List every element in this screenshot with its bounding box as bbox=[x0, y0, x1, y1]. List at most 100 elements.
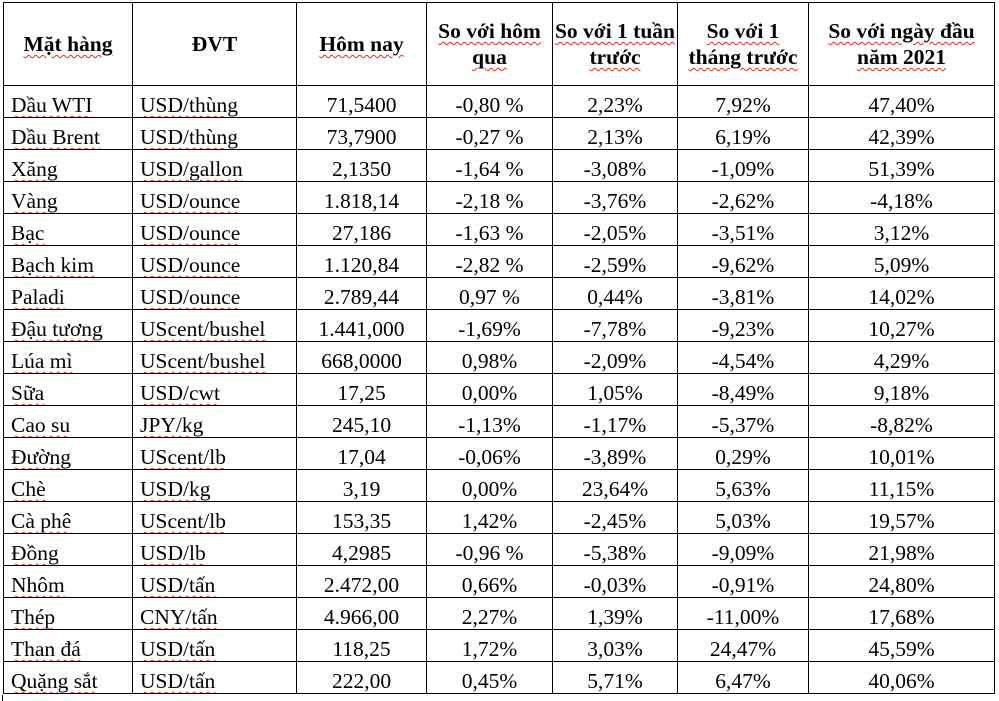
vs-year-start-cell: 10,27% bbox=[808, 309, 995, 342]
table-row: Lúa mì UScent/bushel 668,0000 0,98% -2,09% -4… bbox=[3, 341, 995, 374]
commodity-cell: Đường bbox=[3, 437, 133, 470]
vs-week-cell: -1,17% bbox=[552, 405, 678, 438]
vs-month-cell: -4,54% bbox=[677, 341, 809, 374]
commodity-cell: Cao su bbox=[3, 405, 133, 438]
today-cell: 668,0000 bbox=[296, 341, 427, 374]
vs-month-cell: -2,62% bbox=[677, 181, 809, 214]
vs-month-cell: -5,37% bbox=[677, 405, 809, 438]
vs-yesterday-cell: -0,27 % bbox=[426, 117, 553, 150]
commodity-cell: Sữa bbox=[3, 373, 133, 406]
unit-cell: USD/ounce bbox=[132, 181, 297, 214]
commodity-cell: Cà phê bbox=[3, 501, 133, 534]
commodity-cell: Thép bbox=[3, 597, 133, 630]
vs-week-cell: 3,03% bbox=[552, 629, 678, 662]
commodity-cell: Dầu Brent bbox=[3, 117, 133, 150]
vs-year-start-cell: 14,02% bbox=[808, 277, 995, 310]
table-row: Dầu Brent USD/thùng 73,7900 -0,27 % 2,13% 6,1… bbox=[3, 117, 995, 150]
commodity-cell: Vàng bbox=[3, 181, 133, 214]
vs-week-cell: -7,78% bbox=[552, 309, 678, 342]
unit-cell: UScent/lb bbox=[132, 437, 297, 470]
vs-yesterday-cell: 2,27% bbox=[426, 597, 553, 630]
vs-yesterday-cell: -1,13% bbox=[426, 405, 553, 438]
unit-cell: USD/lb bbox=[132, 533, 297, 566]
unit-cell: USD/tấn bbox=[132, 661, 297, 694]
vs-yesterday-cell: -2,82 % bbox=[426, 245, 553, 278]
vs-week-cell: 2,13% bbox=[552, 117, 678, 150]
commodity-cell: Quặng sắt bbox=[3, 661, 133, 694]
vs-year-start-cell: 9,18% bbox=[808, 373, 995, 406]
unit-cell: USD/tấn bbox=[132, 565, 297, 598]
commodity-cell: Dầu WTI bbox=[3, 85, 133, 118]
header-commodity: Mặt hàng bbox=[3, 2, 133, 86]
today-cell: 73,7900 bbox=[296, 117, 427, 150]
vs-year-start-cell: 24,80% bbox=[808, 565, 995, 598]
commodity-price-table: Mặt hàng ĐVT Hôm nay So với hôm qua So v… bbox=[3, 2, 995, 694]
vs-year-start-cell: 45,59% bbox=[808, 629, 995, 662]
vs-yesterday-cell: 0,00% bbox=[426, 469, 553, 502]
vs-year-start-cell: 47,40% bbox=[808, 85, 995, 118]
unit-cell: USD/thùng bbox=[132, 85, 297, 118]
vs-year-start-cell: 3,12% bbox=[808, 213, 995, 246]
today-cell: 17,04 bbox=[296, 437, 427, 470]
header-today: Hôm nay bbox=[296, 2, 427, 86]
unit-cell: USD/thùng bbox=[132, 117, 297, 150]
vs-week-cell: -2,09% bbox=[552, 341, 678, 374]
unit-cell: USD/ounce bbox=[132, 245, 297, 278]
unit-cell: UScent/bushel bbox=[132, 309, 297, 342]
table-row: Thép CNY/tấn 4.966,00 2,27% 1,39% -11,00% 17,6… bbox=[3, 597, 995, 630]
vs-yesterday-cell: 0,66% bbox=[426, 565, 553, 598]
table-row: Đường UScent/lb 17,04 -0,06% -3,89% 0,29% 10,0… bbox=[3, 437, 995, 470]
vs-month-cell: -0,91% bbox=[677, 565, 809, 598]
unit-cell: USD/ounce bbox=[132, 213, 297, 246]
vs-week-cell: 5,71% bbox=[552, 661, 678, 694]
today-cell: 118,25 bbox=[296, 629, 427, 662]
table-row: Vàng USD/ounce 1.818,14 -2,18 % -3,76% -2,62%… bbox=[3, 181, 995, 214]
vs-month-cell: 0,29% bbox=[677, 437, 809, 470]
today-cell: 1.120,84 bbox=[296, 245, 427, 278]
unit-cell: JPY/kg bbox=[132, 405, 297, 438]
vs-week-cell: 1,39% bbox=[552, 597, 678, 630]
unit-cell: USD/ounce bbox=[132, 277, 297, 310]
today-cell: 4,2985 bbox=[296, 533, 427, 566]
today-cell: 27,186 bbox=[296, 213, 427, 246]
vs-month-cell: -3,51% bbox=[677, 213, 809, 246]
vs-week-cell: 2,23% bbox=[552, 85, 678, 118]
vs-yesterday-cell: -1,64 % bbox=[426, 149, 553, 182]
today-cell: 153,35 bbox=[296, 501, 427, 534]
vs-yesterday-cell: -2,18 % bbox=[426, 181, 553, 214]
vs-year-start-cell: 5,09% bbox=[808, 245, 995, 278]
vs-week-cell: -3,89% bbox=[552, 437, 678, 470]
table-row: Cà phê UScent/lb 153,35 1,42% -2,45% 5,03% 19,… bbox=[3, 501, 995, 534]
table-row: Sữa USD/cwt 17,25 0,00% 1,05% -8,49% 9,18% bbox=[3, 373, 995, 406]
vs-week-cell: 0,44% bbox=[552, 277, 678, 310]
vs-week-cell: -3,08% bbox=[552, 149, 678, 182]
vs-yesterday-cell: 0,45% bbox=[426, 661, 553, 694]
commodity-cell: Bạch kim bbox=[3, 245, 133, 278]
table-row: Paladi USD/ounce 2.789,44 0,97 % 0,44% -3,81%… bbox=[3, 277, 995, 310]
unit-cell: USD/kg bbox=[132, 469, 297, 502]
table-row: Cao su JPY/kg 245,10 -1,13% -1,17% -5,37% -8,8… bbox=[3, 405, 995, 438]
vs-year-start-cell: 40,06% bbox=[808, 661, 995, 694]
vs-month-cell: -3,81% bbox=[677, 277, 809, 310]
vs-yesterday-cell: 0,98% bbox=[426, 341, 553, 374]
commodity-cell: Đồng bbox=[3, 533, 133, 566]
vs-yesterday-cell: -1,63 % bbox=[426, 213, 553, 246]
unit-cell: UScent/lb bbox=[132, 501, 297, 534]
commodity-cell: Bạc bbox=[3, 213, 133, 246]
vs-month-cell: 24,47% bbox=[677, 629, 809, 662]
vs-yesterday-cell: -0,96 % bbox=[426, 533, 553, 566]
unit-cell: USD/gallon bbox=[132, 149, 297, 182]
table-header: Mặt hàng ĐVT Hôm nay So với hôm qua So v… bbox=[3, 2, 995, 86]
vs-yesterday-cell: -0,06% bbox=[426, 437, 553, 470]
vs-year-start-cell: -8,82% bbox=[808, 405, 995, 438]
unit-cell: USD/cwt bbox=[132, 373, 297, 406]
vs-yesterday-cell: -0,80 % bbox=[426, 85, 553, 118]
vs-month-cell: 7,92% bbox=[677, 85, 809, 118]
vs-year-start-cell: 17,68% bbox=[808, 597, 995, 630]
unit-cell: USD/tấn bbox=[132, 629, 297, 662]
vs-month-cell: -8,49% bbox=[677, 373, 809, 406]
commodity-cell: Xăng bbox=[3, 149, 133, 182]
commodity-cell: Than đá bbox=[3, 629, 133, 662]
today-cell: 2.472,00 bbox=[296, 565, 427, 598]
vs-yesterday-cell: 0,97 % bbox=[426, 277, 553, 310]
